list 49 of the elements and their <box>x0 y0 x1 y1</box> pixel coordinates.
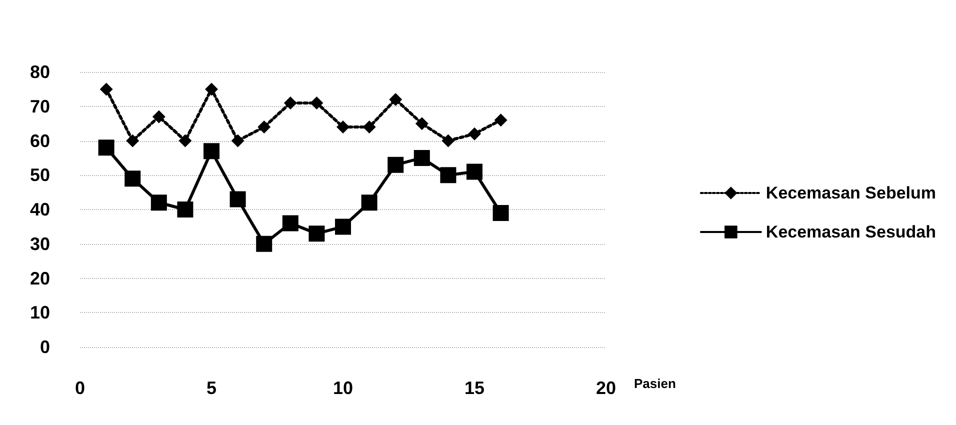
x-tick-label: 10 <box>332 378 354 398</box>
legend-label: Kecemasan Sesudah <box>766 222 936 242</box>
point <box>230 191 246 208</box>
point <box>310 96 324 110</box>
point <box>98 140 114 156</box>
point <box>177 202 194 218</box>
y-tick-label: 0 <box>40 337 50 357</box>
point <box>440 167 456 184</box>
point <box>282 215 298 232</box>
point <box>468 127 481 140</box>
point <box>466 164 482 180</box>
legend-label: Kecemasan Sebelum <box>766 184 936 202</box>
x-tick-label: 20 <box>596 378 616 398</box>
point <box>415 117 428 130</box>
x-axis-title: Pasien <box>634 376 676 391</box>
point <box>178 134 192 148</box>
point <box>124 170 141 187</box>
y-tick-label: 50 <box>30 165 50 186</box>
point <box>231 134 244 148</box>
point <box>414 150 430 166</box>
x-tick-label: 5 <box>206 378 217 398</box>
point <box>389 93 402 106</box>
point <box>336 120 350 134</box>
point <box>205 82 218 96</box>
point <box>256 236 272 252</box>
point <box>284 96 297 110</box>
y-tick-label: 70 <box>30 96 50 116</box>
point <box>204 143 220 160</box>
point <box>361 194 378 211</box>
point <box>152 110 166 124</box>
point <box>126 134 140 148</box>
point <box>100 82 113 96</box>
y-tick-label: 20 <box>30 268 50 288</box>
x-tick-label: 15 <box>464 378 485 398</box>
point <box>388 156 404 173</box>
point <box>492 204 509 221</box>
point <box>308 226 325 242</box>
point <box>362 120 376 134</box>
point <box>494 114 508 127</box>
point <box>442 134 455 148</box>
y-tick-label: 60 <box>30 130 50 151</box>
point <box>335 218 351 235</box>
y-tick-label: 40 <box>30 200 50 220</box>
y-tick-label: 10 <box>30 302 50 323</box>
y-tick-label: 80 <box>30 62 50 82</box>
y-tick-label: 30 <box>30 234 50 254</box>
point <box>258 120 271 134</box>
x-tick-label: 0 <box>74 378 86 398</box>
point <box>150 194 167 211</box>
